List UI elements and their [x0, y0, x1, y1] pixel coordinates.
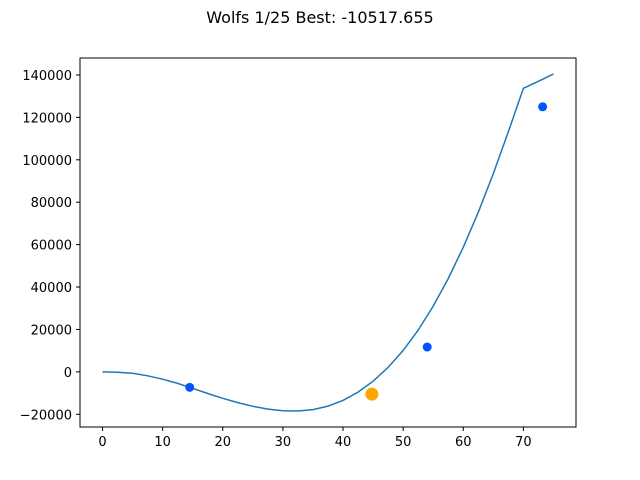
wolf-point — [422, 342, 432, 352]
x-tick-label: 60 — [455, 435, 472, 450]
y-tick-label: 40000 — [31, 281, 72, 296]
y-tick-label: 0 — [64, 366, 72, 381]
x-tick-label: 10 — [154, 435, 171, 450]
y-tick-label: 120000 — [22, 111, 72, 126]
x-tick-label: 40 — [335, 435, 352, 450]
y-tick-label: 20000 — [31, 323, 72, 338]
x-tick-label: 0 — [98, 435, 106, 450]
y-tick-label: 100000 — [22, 154, 72, 169]
wolf-point — [538, 102, 548, 112]
y-axis: −20000 0 20000 40000 60000 80000 100000 120000 1… — [20, 69, 80, 423]
x-tick-label: 20 — [215, 435, 232, 450]
x-tick-label: 30 — [275, 435, 292, 450]
chart-title: Wolfs 1/25 Best: -10517.655 — [206, 8, 433, 27]
x-axis: 0 10 20 30 40 50 60 70 — [98, 427, 532, 450]
y-tick-label: 60000 — [31, 239, 72, 254]
x-tick-label: 70 — [515, 435, 532, 450]
best-wolf-point — [365, 387, 379, 401]
y-tick-label: 80000 — [31, 196, 72, 211]
axes-frame — [79, 57, 577, 428]
y-tick-label: 140000 — [22, 69, 72, 84]
y-tick-label: −20000 — [20, 408, 72, 423]
wolf-point — [185, 382, 195, 392]
plot-area — [102, 73, 554, 412]
fitness-curve — [102, 73, 554, 412]
x-tick-label: 50 — [395, 435, 412, 450]
